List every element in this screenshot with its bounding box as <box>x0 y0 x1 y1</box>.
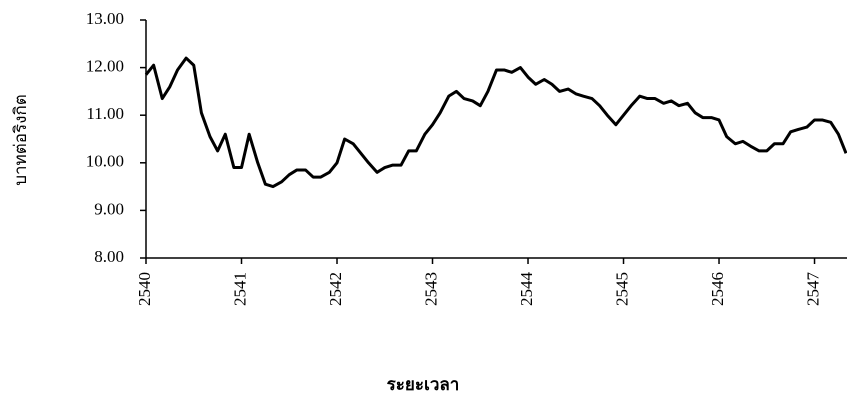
y-tick-label: 8.00 <box>94 247 124 266</box>
y-tick-label: 11.00 <box>86 104 124 123</box>
y-axis-title: บาทต่อริงกิต <box>11 94 30 186</box>
data-line <box>144 56 847 189</box>
y-tick-label: 9.00 <box>94 199 124 218</box>
y-tick-label: 12.00 <box>86 57 124 76</box>
x-axis-title: ระยะเวลา <box>387 375 460 394</box>
x-tick-label: 2547 <box>803 272 822 307</box>
x-tick-label: 2542 <box>326 272 345 306</box>
x-tick-label: 2545 <box>612 272 631 306</box>
x-tick-label: 2543 <box>421 272 440 306</box>
x-tick-label: 2541 <box>230 272 249 306</box>
y-tick-label: 13.00 <box>86 9 124 28</box>
x-tick-label: 2546 <box>708 272 727 306</box>
y-tick-label: 10.00 <box>86 152 124 171</box>
x-tick-label: 2544 <box>517 272 536 307</box>
x-tick-label: 2540 <box>135 272 154 306</box>
